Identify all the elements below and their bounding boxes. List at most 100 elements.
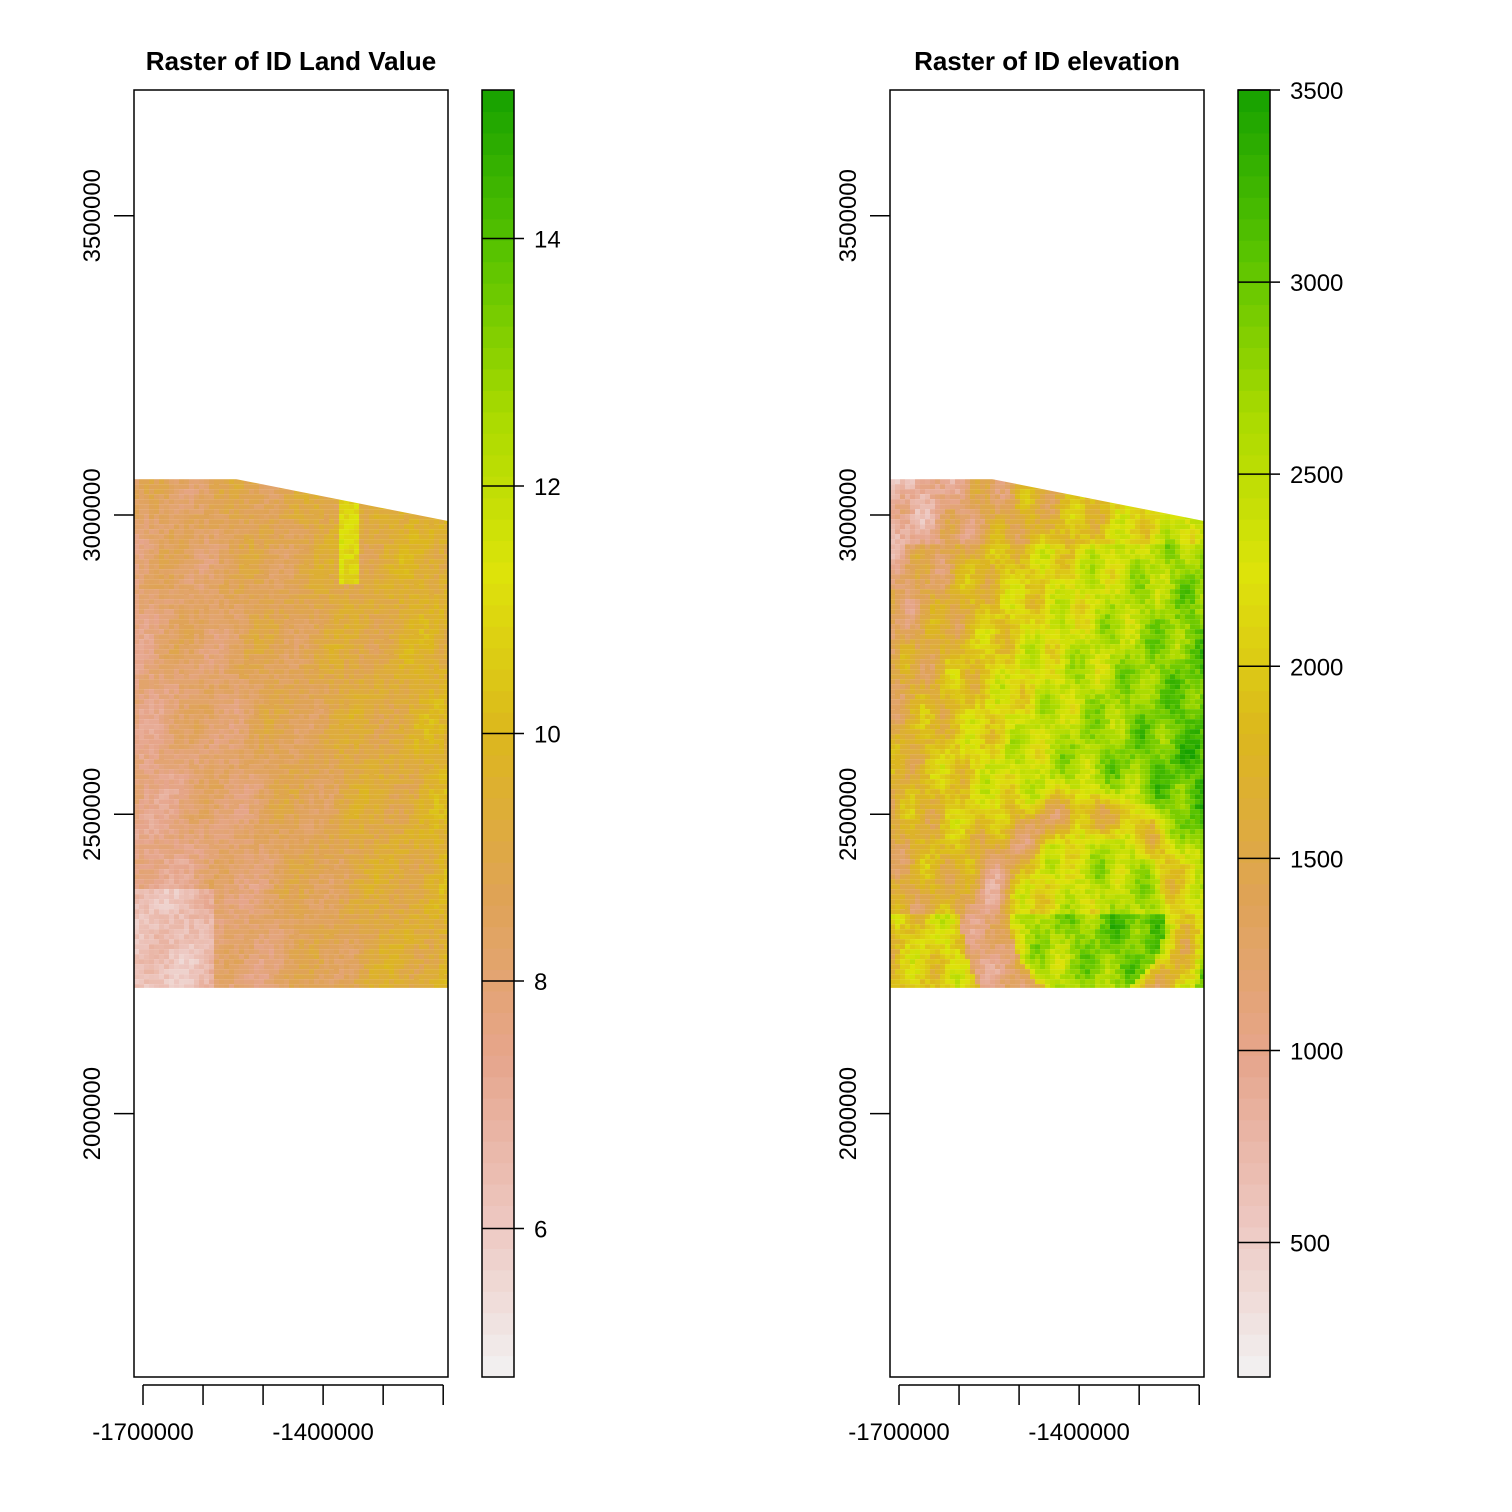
legend-swatch [1238,712,1270,735]
legend-swatch [1238,261,1270,284]
legend-swatch [482,454,514,477]
legend-tick-label: 6 [534,1217,547,1244]
legend-swatch [1238,454,1270,477]
legend-tick-label: 1500 [1290,846,1343,873]
legend-swatch [482,626,514,649]
chart-title: Raster of ID elevation [914,46,1180,76]
legend-swatch [1238,840,1270,863]
legend-swatch [482,926,514,949]
legend-swatch [1238,476,1270,499]
legend-swatch [482,111,514,134]
y-tick-label: 2000000 [835,1067,862,1160]
x-tick-label: -1700000 [848,1419,949,1446]
legend-swatch [1238,411,1270,434]
legend-tick-label: 10 [534,722,561,749]
legend-swatch [482,90,514,113]
legend-swatch [482,712,514,735]
legend-swatch [1238,819,1270,842]
legend-swatch [1238,862,1270,885]
legend-swatch [482,1291,514,1314]
legend-swatch [482,197,514,220]
legend-swatch [1238,797,1270,820]
legend-swatch [482,519,514,542]
legend-swatch [1238,1012,1270,1035]
legend-swatch [482,647,514,670]
legend-swatch [482,175,514,198]
chart-panel-2: Raster of ID elevation -1700000 -1400000 35… [835,46,1343,1446]
legend-swatch [482,862,514,885]
y-tick-label: 3500000 [79,169,106,262]
legend-swatch [1238,1312,1270,1335]
legend-swatch [482,261,514,284]
x-tick-label: -1400000 [272,1419,373,1446]
y-axis: 3500000 3000000 2500000 2000000 [79,169,134,1160]
legend-swatch [1238,1162,1270,1185]
y-tick-label: 3500000 [835,169,862,262]
legend-tick-label: 3000 [1290,270,1343,297]
legend-swatch [482,1012,514,1035]
legend-swatch [1238,390,1270,413]
legend-tick-label: 500 [1290,1231,1330,1258]
legend-swatch [1238,111,1270,134]
legend-swatch [482,1141,514,1164]
legend-swatch [1238,583,1270,606]
legend-swatch [482,1269,514,1292]
legend-swatch [1238,519,1270,542]
raster-layer [890,479,1204,988]
legend-swatch [1238,1291,1270,1314]
plot-frame [133,89,449,1378]
legend-swatch [1238,883,1270,906]
legend-swatch [1238,283,1270,306]
chart-panel-1: Raster of ID Land Value -1700000 -1400000 3… [79,46,561,1446]
legend-swatch [1238,347,1270,370]
legend-swatch [482,1076,514,1099]
legend-swatch [482,754,514,777]
legend-swatch [482,218,514,241]
legend-tick-label: 2000 [1290,654,1343,681]
legend-swatch [1238,433,1270,456]
legend-swatch [482,1098,514,1121]
legend-swatch [482,819,514,842]
y-tick-label: 2500000 [79,768,106,861]
legend-swatch [1238,905,1270,928]
legend-swatch [1238,218,1270,241]
legend-swatch [482,1119,514,1142]
legend-swatch [1238,733,1270,756]
legend-swatch [482,325,514,348]
legend-swatch [482,690,514,713]
legend-swatch [1238,626,1270,649]
legend-swatch [482,1055,514,1078]
legend-swatch [1238,669,1270,692]
legend-swatch [482,368,514,391]
legend-swatch [482,476,514,499]
y-tick-label: 2000000 [79,1067,106,1160]
legend-swatch [1238,154,1270,177]
legend-swatch [1238,990,1270,1013]
legend-swatch [1238,604,1270,627]
legend-swatch [482,1334,514,1357]
legend-swatch [482,561,514,584]
legend-tick-label: 12 [534,474,561,501]
legend-swatch [482,154,514,177]
legend-swatch [1238,197,1270,220]
legend-swatch [1238,368,1270,391]
x-axis: -1700000 -1400000 [848,1384,1200,1446]
legend-swatch [482,411,514,434]
legend-swatch [1238,1098,1270,1121]
legend-swatch [1238,325,1270,348]
y-axis: 3500000 3000000 2500000 2000000 [835,169,890,1160]
legend-swatch [1238,1334,1270,1357]
y-tick-label: 3000000 [79,468,106,561]
legend-swatch [1238,1205,1270,1228]
legend-swatch [1238,175,1270,198]
legend-swatch [482,1226,514,1249]
y-tick-label: 3000000 [835,468,862,561]
legend-swatch [482,604,514,627]
legend-swatch [482,669,514,692]
legend-swatch [1238,754,1270,777]
legend-swatch [482,390,514,413]
legend-swatch [1238,540,1270,563]
legend-swatch [1238,690,1270,713]
legend-swatch [482,132,514,155]
